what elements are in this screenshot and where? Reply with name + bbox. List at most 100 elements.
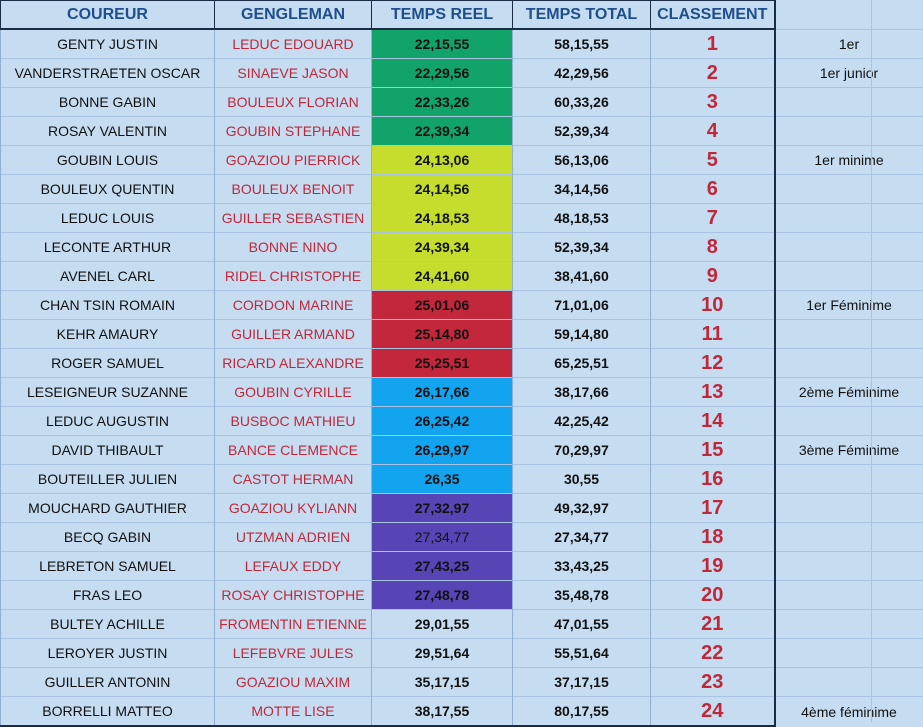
total-time-cell[interactable]: 35,48,78: [512, 580, 651, 610]
note-cell[interactable]: [773, 87, 923, 117]
partner-cell[interactable]: CORDON MARINE: [214, 290, 372, 320]
note-cell[interactable]: [773, 638, 923, 668]
runner-cell[interactable]: ROSAY VALENTIN: [0, 116, 215, 146]
partner-cell[interactable]: BANCE CLEMENCE: [214, 435, 372, 465]
total-time-cell[interactable]: 34,14,56: [512, 174, 651, 204]
partner-cell[interactable]: BUSBOC MATHIEU: [214, 406, 372, 436]
ranking-cell[interactable]: 10: [650, 290, 776, 320]
total-time-cell[interactable]: 65,25,51: [512, 348, 651, 378]
total-time-cell[interactable]: 71,01,06: [512, 290, 651, 320]
note-cell[interactable]: [773, 319, 923, 349]
real-time-cell[interactable]: 25,14,80: [371, 319, 513, 349]
total-time-cell[interactable]: 42,29,56: [512, 58, 651, 88]
partner-cell[interactable]: BOULEUX BENOIT: [214, 174, 372, 204]
partner-cell[interactable]: ROSAY CHRISTOPHE: [214, 580, 372, 610]
real-time-cell[interactable]: 24,41,60: [371, 261, 513, 291]
real-time-cell[interactable]: 26,35: [371, 464, 513, 494]
partner-cell[interactable]: UTZMAN ADRIEN: [214, 522, 372, 552]
total-time-cell[interactable]: 70,29,97: [512, 435, 651, 465]
runner-cell[interactable]: LECONTE ARTHUR: [0, 232, 215, 262]
ranking-cell[interactable]: 5: [650, 145, 776, 175]
ranking-cell[interactable]: 16: [650, 464, 776, 494]
note-cell[interactable]: [773, 667, 923, 697]
total-time-cell[interactable]: 42,25,42: [512, 406, 651, 436]
runner-cell[interactable]: GENTY JUSTIN: [0, 28, 215, 59]
ranking-cell[interactable]: 22: [650, 638, 776, 668]
note-cell[interactable]: [773, 551, 923, 581]
runner-cell[interactable]: LEROYER JUSTIN: [0, 638, 215, 668]
real-time-cell[interactable]: 24,14,56: [371, 174, 513, 204]
note-cell[interactable]: [773, 464, 923, 494]
runner-cell[interactable]: DAVID THIBAULT: [0, 435, 215, 465]
ranking-cell[interactable]: 7: [650, 203, 776, 233]
total-time-cell[interactable]: 59,14,80: [512, 319, 651, 349]
note-cell[interactable]: [773, 493, 923, 523]
ranking-cell[interactable]: 23: [650, 667, 776, 697]
partner-cell[interactable]: GOAZIOU PIERRICK: [214, 145, 372, 175]
real-time-cell[interactable]: 22,39,34: [371, 116, 513, 146]
partner-cell[interactable]: LEDUC EDOUARD: [214, 28, 372, 59]
total-time-cell[interactable]: 52,39,34: [512, 116, 651, 146]
header-note-empty[interactable]: [773, 0, 923, 29]
total-time-cell[interactable]: 55,51,64: [512, 638, 651, 668]
header-ranking[interactable]: CLASSEMENT: [650, 0, 775, 30]
note-cell[interactable]: [773, 116, 923, 146]
runner-cell[interactable]: AVENEL CARL: [0, 261, 215, 291]
real-time-cell[interactable]: 22,29,56: [371, 58, 513, 88]
partner-cell[interactable]: GOUBIN CYRILLE: [214, 377, 372, 407]
note-cell[interactable]: [773, 580, 923, 610]
ranking-cell[interactable]: 20: [650, 580, 776, 610]
ranking-cell[interactable]: 2: [650, 58, 776, 88]
ranking-cell[interactable]: 17: [650, 493, 776, 523]
ranking-cell[interactable]: 13: [650, 377, 776, 407]
real-time-cell[interactable]: 35,17,15: [371, 667, 513, 697]
partner-cell[interactable]: FROMENTIN ETIENNE: [214, 609, 372, 639]
note-cell[interactable]: 3ème Féminime: [773, 435, 923, 465]
note-cell[interactable]: [773, 174, 923, 204]
partner-cell[interactable]: GOUBIN STEPHANE: [214, 116, 372, 146]
note-cell[interactable]: [773, 522, 923, 552]
note-cell[interactable]: [773, 203, 923, 233]
partner-cell[interactable]: LEFEBVRE JULES: [214, 638, 372, 668]
runner-cell[interactable]: BECQ GABIN: [0, 522, 215, 552]
note-cell[interactable]: [773, 232, 923, 262]
runner-cell[interactable]: LESEIGNEUR SUZANNE: [0, 377, 215, 407]
runner-cell[interactable]: LEDUC LOUIS: [0, 203, 215, 233]
runner-cell[interactable]: BOUTEILLER JULIEN: [0, 464, 215, 494]
runner-cell[interactable]: KEHR AMAURY: [0, 319, 215, 349]
partner-cell[interactable]: LEFAUX EDDY: [214, 551, 372, 581]
partner-cell[interactable]: GUILLER ARMAND: [214, 319, 372, 349]
real-time-cell[interactable]: 27,43,25: [371, 551, 513, 581]
runner-cell[interactable]: LEDUC AUGUSTIN: [0, 406, 215, 436]
total-time-cell[interactable]: 49,32,97: [512, 493, 651, 523]
ranking-cell[interactable]: 18: [650, 522, 776, 552]
ranking-cell[interactable]: 1: [650, 28, 776, 59]
note-cell[interactable]: [773, 348, 923, 378]
real-time-cell[interactable]: 24,39,34: [371, 232, 513, 262]
ranking-cell[interactable]: 21: [650, 609, 776, 639]
real-time-cell[interactable]: 26,17,66: [371, 377, 513, 407]
total-time-cell[interactable]: 38,41,60: [512, 261, 651, 291]
total-time-cell[interactable]: 33,43,25: [512, 551, 651, 581]
real-time-cell[interactable]: 29,01,55: [371, 609, 513, 639]
real-time-cell[interactable]: 24,13,06: [371, 145, 513, 175]
ranking-cell[interactable]: 4: [650, 116, 776, 146]
partner-cell[interactable]: GUILLER SEBASTIEN: [214, 203, 372, 233]
note-cell[interactable]: 4ème féminime: [773, 696, 923, 726]
total-time-cell[interactable]: 58,15,55: [512, 28, 651, 59]
total-time-cell[interactable]: 47,01,55: [512, 609, 651, 639]
note-cell[interactable]: 2ème Féminime: [773, 377, 923, 407]
runner-cell[interactable]: CHAN TSIN ROMAIN: [0, 290, 215, 320]
runner-cell[interactable]: MOUCHARD GAUTHIER: [0, 493, 215, 523]
partner-cell[interactable]: BONNE NINO: [214, 232, 372, 262]
runner-cell[interactable]: GOUBIN LOUIS: [0, 145, 215, 175]
ranking-cell[interactable]: 19: [650, 551, 776, 581]
ranking-cell[interactable]: 8: [650, 232, 776, 262]
note-cell[interactable]: 1er minime: [773, 145, 923, 175]
ranking-cell[interactable]: 11: [650, 319, 776, 349]
note-cell[interactable]: [773, 609, 923, 639]
header-real-time[interactable]: TEMPS REEL: [371, 0, 513, 30]
runner-cell[interactable]: FRAS LEO: [0, 580, 215, 610]
total-time-cell[interactable]: 48,18,53: [512, 203, 651, 233]
runner-cell[interactable]: BONNE GABIN: [0, 87, 215, 117]
